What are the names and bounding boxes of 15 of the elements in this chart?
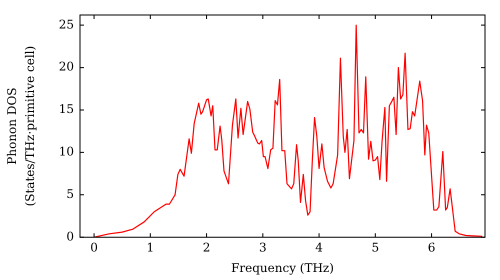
x-tick-label: 4: [315, 240, 324, 255]
x-tick-label: 1: [146, 240, 154, 255]
x-axis-title: Frequency (THz): [231, 260, 334, 275]
x-tick-label: 5: [371, 240, 380, 255]
x-tick-label: 6: [428, 240, 436, 255]
x-tick-label: 0: [90, 240, 98, 255]
x-tick-label: 3: [258, 240, 267, 255]
y-tick-label: 5: [66, 186, 74, 201]
y-tick-label: 0: [66, 229, 74, 244]
x-tick-label: 2: [202, 240, 210, 255]
y-tick-label: 20: [58, 60, 74, 74]
y-tick-label: 10: [58, 144, 74, 159]
y-tick-label: 15: [58, 102, 74, 116]
y-axis-title: Phonon DOS (States/THz·primitive cell): [5, 46, 38, 206]
y-tick-label: 25: [58, 17, 74, 32]
